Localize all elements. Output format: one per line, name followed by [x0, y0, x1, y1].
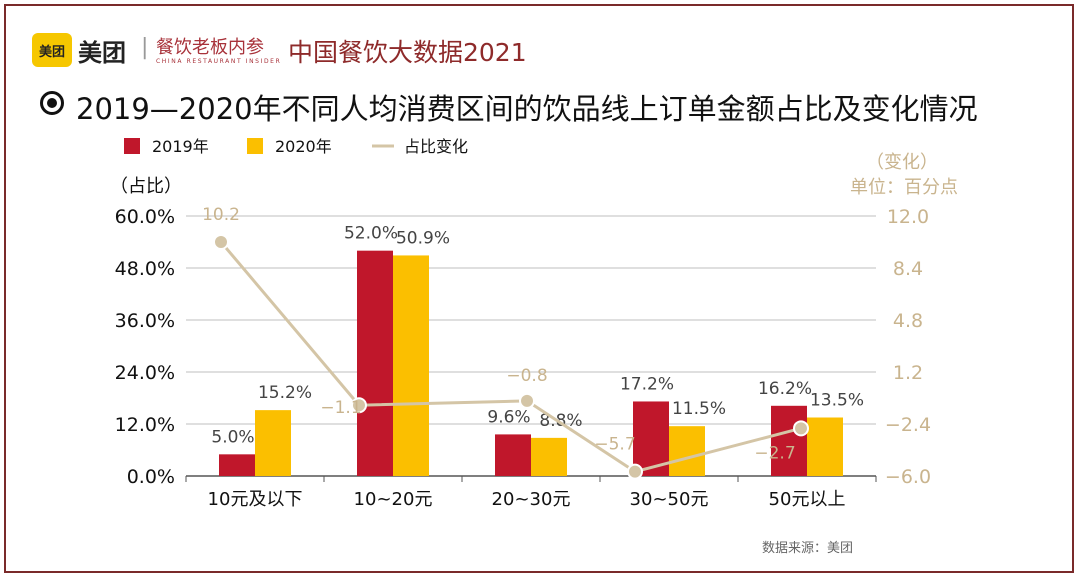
y-left-tick-label: 36.0% [115, 310, 175, 332]
legend-label-2020: 2020年 [275, 137, 332, 156]
y-right-tick-label: 8.4 [893, 258, 923, 280]
chart-frame [4, 4, 1074, 573]
y-right-axis-unit: 单位：百分点 [850, 177, 958, 198]
y-right-axis-label: （变化） [866, 152, 938, 173]
y-left-tick-label: 60.0% [115, 206, 175, 228]
change-data-label: −5.7 [594, 435, 635, 455]
meituan-logo: 美团 [32, 33, 72, 67]
change-point [351, 397, 367, 414]
change-data-label: −0.8 [506, 366, 547, 386]
data-label-2019: 5.0% [211, 427, 254, 447]
y-right-tick-label: 1.2 [893, 362, 923, 384]
y-right-tick-label: 4.8 [893, 310, 923, 332]
change-data-label: −2.7 [754, 443, 795, 463]
data-source: 数据来源：美团 [762, 541, 854, 556]
x-tick-label: 20~30元 [492, 489, 571, 510]
bar-2020 [669, 426, 705, 476]
brand-name: 美团 [78, 39, 126, 67]
sub-brand-english: CHINA RESTAURANT INSIDER [156, 58, 282, 65]
legend-swatch-2020 [247, 138, 263, 154]
y-right-tick-label: −6.0 [885, 466, 931, 488]
change-data-label: −1.1 [320, 398, 361, 418]
change-point [627, 463, 643, 480]
bar-2020 [393, 255, 429, 476]
header-title: 中国餐饮大数据2021 [288, 38, 527, 67]
y-left-tick-label: 0.0% [127, 466, 175, 488]
change-point [213, 234, 229, 250]
legend-label-2019: 2019年 [152, 137, 209, 156]
data-label-2020: 15.2% [258, 383, 312, 403]
bar-2020 [807, 417, 843, 476]
legend-swatch-2019 [124, 138, 140, 154]
change-point [793, 420, 809, 437]
data-label-2019: 16.2% [758, 379, 812, 399]
brand-separator: | [141, 35, 149, 60]
sub-brand-name: 餐饮老板内参 [156, 37, 264, 58]
data-label-2019: 17.2% [620, 374, 674, 394]
data-label-2019: 9.6% [487, 407, 530, 427]
y-left-tick-label: 48.0% [115, 258, 175, 280]
bar-2019 [771, 405, 807, 476]
data-label-2019: 52.0% [344, 224, 398, 244]
y-left-tick-label: 12.0% [115, 414, 175, 436]
change-data-label: 10.2 [202, 205, 240, 225]
bar-2019 [357, 250, 393, 476]
data-label-2020: 50.9% [396, 228, 450, 248]
change-point [519, 392, 535, 409]
x-tick-label: 50元以上 [769, 489, 846, 510]
y-left-tick-label: 24.0% [115, 362, 175, 384]
y-right-tick-label: 12.0 [887, 206, 929, 228]
logo-text: 美团 [38, 44, 65, 60]
x-tick-label: 30~50元 [630, 489, 709, 510]
bar-2020 [531, 437, 567, 476]
data-label-2020: 11.5% [672, 399, 726, 419]
bar-2019 [495, 434, 531, 476]
y-left-axis-label: （占比） [110, 176, 182, 197]
chart-title: 2019—2020年不同人均消费区间的饮品线上订单金额占比及变化情况 [76, 92, 978, 126]
bar-2020 [255, 410, 291, 476]
y-right-tick-label: −2.4 [885, 414, 931, 436]
x-tick-label: 10元及以下 [208, 489, 303, 510]
bullet-radio-icon [40, 91, 64, 115]
legend-label-change: 占比变化 [404, 137, 468, 156]
data-label-2020: 13.5% [810, 391, 864, 411]
x-tick-label: 10~20元 [354, 489, 433, 510]
bar-2019 [219, 454, 255, 476]
